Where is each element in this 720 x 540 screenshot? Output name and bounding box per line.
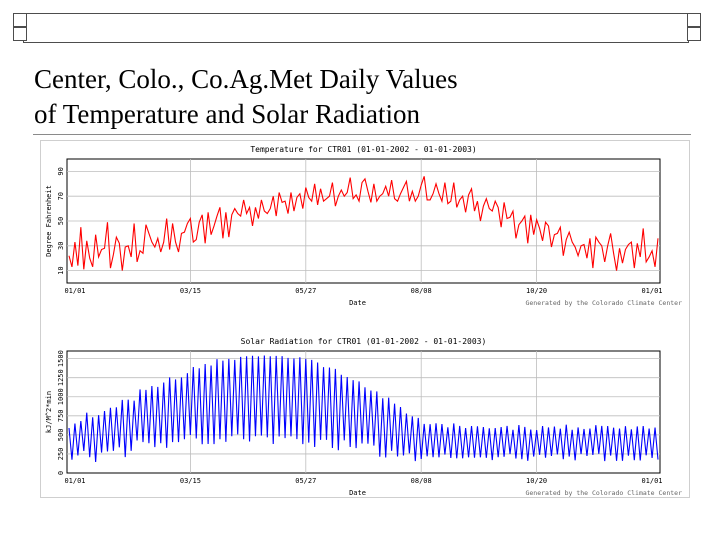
slide-title: Center, Colo., Co.Ag.Met Daily Values of…: [34, 62, 594, 132]
y-tick-label: 250: [57, 448, 65, 461]
temperature-series-line: [68, 176, 659, 271]
x-tick-label: 05/27: [295, 477, 316, 485]
y-tick-label: 10: [57, 266, 65, 274]
x-tick-label: 01/01: [64, 287, 85, 295]
corner-square-top-right: [687, 13, 701, 27]
x-tick-label: 10/20: [526, 477, 547, 485]
x-tick-label: 08/08: [411, 477, 432, 485]
temperature-chart: Temperature for CTR01 (01-01-2002 - 01-0…: [45, 145, 682, 307]
title-underline: [33, 134, 691, 135]
x-tick-label: 01/01: [641, 477, 662, 485]
x-axis-label: Date: [349, 299, 366, 307]
y-tick-label: 1500: [57, 350, 65, 367]
x-tick-label: 03/15: [180, 477, 201, 485]
slide-title-line-2: of Temperature and Solar Radiation: [34, 99, 420, 129]
corner-square-bottom-right: [687, 27, 701, 41]
slide-title-line-1: Center, Colo., Co.Ag.Met Daily Values: [34, 64, 458, 94]
charts-svg: Temperature for CTR01 (01-01-2002 - 01-0…: [45, 145, 682, 497]
corner-square-top-left: [13, 13, 27, 27]
y-tick-label: 1250: [57, 369, 65, 386]
x-tick-label: 01/01: [64, 477, 85, 485]
slide-top-bar: [23, 13, 689, 43]
y-axis-label: Degree Fahrenheit: [45, 185, 53, 257]
solar-radiation-series-line: [68, 355, 659, 463]
y-tick-label: 50: [57, 217, 65, 225]
y-tick-label: 1000: [57, 388, 65, 405]
y-tick-label: 90: [57, 167, 65, 175]
y-tick-label: 0: [57, 471, 65, 475]
solar-radiation-chart: Solar Radiation for CTR01 (01-01-2002 - …: [45, 337, 682, 497]
x-tick-label: 03/15: [180, 287, 201, 295]
x-tick-label: 01/01: [641, 287, 662, 295]
y-tick-label: 30: [57, 242, 65, 250]
x-tick-label: 10/20: [526, 287, 547, 295]
y-tick-label: 750: [57, 409, 65, 422]
chart-figure: Temperature for CTR01 (01-01-2002 - 01-0…: [40, 140, 690, 498]
x-tick-label: 05/27: [295, 287, 316, 295]
y-axis-label: kJ/M^2*min: [45, 391, 53, 433]
corner-square-bottom-left: [13, 27, 27, 41]
x-tick-label: 08/08: [411, 287, 432, 295]
y-tick-label: 70: [57, 192, 65, 200]
y-tick-label: 500: [57, 429, 65, 442]
x-axis-label: Date: [349, 489, 366, 497]
credit-label: Generated by the Colorado Climate Center: [525, 299, 682, 307]
chart-title: Temperature for CTR01 (01-01-2002 - 01-0…: [250, 145, 476, 154]
chart-title: Solar Radiation for CTR01 (01-01-2002 - …: [241, 337, 487, 346]
credit-label: Generated by the Colorado Climate Center: [525, 489, 682, 497]
